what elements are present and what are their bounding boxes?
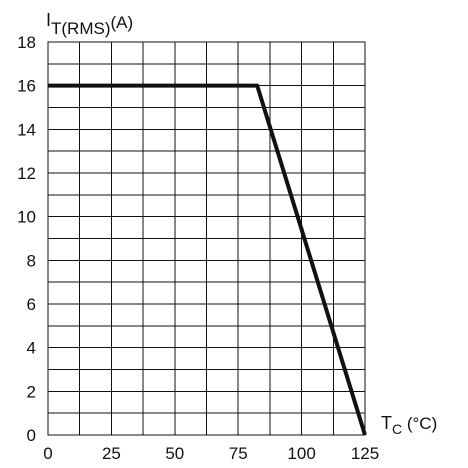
y-tick-label: 12	[17, 164, 36, 183]
y-tick-label: 0	[27, 426, 36, 445]
y-tick-label: 8	[27, 251, 36, 270]
plot-frame	[47, 41, 366, 436]
x-tick-label: 75	[229, 444, 248, 463]
series-layer	[48, 83, 367, 436]
y-tick-label: 18	[17, 33, 36, 52]
y-tick-label: 14	[17, 120, 36, 139]
x-axis-title-main: T	[381, 413, 392, 433]
x-axis-title: TC (°C)	[381, 413, 437, 437]
y-axis-title-unit: (A)	[111, 13, 134, 32]
x-tick-label: 25	[102, 444, 121, 463]
x-tick-label: 50	[165, 444, 184, 463]
x-axis-title-subscript: C	[392, 421, 402, 437]
x-tick-label: 100	[287, 444, 315, 463]
series-line	[48, 83, 367, 436]
x-tick-label: 125	[351, 444, 379, 463]
y-tick-label: 10	[17, 208, 36, 227]
x-tick-labels: 0 25 50 75 100 125	[43, 444, 379, 463]
y-tick-label: 2	[27, 382, 36, 401]
grid	[48, 42, 365, 435]
x-axis-title-unit: (°C)	[402, 414, 437, 433]
y-tick-label: 4	[27, 339, 36, 358]
y-axis-title: IT(RMS)(A)	[46, 10, 133, 38]
x-tick-label: 0	[43, 444, 52, 463]
y-tick-labels: 0 2 4 6 8 10 12 14 16 18	[17, 33, 36, 445]
y-axis-title-main: I	[46, 10, 51, 30]
y-tick-label: 6	[27, 295, 36, 314]
y-axis-title-subscript: T(RMS)	[51, 19, 110, 38]
y-tick-label: 16	[17, 77, 36, 96]
